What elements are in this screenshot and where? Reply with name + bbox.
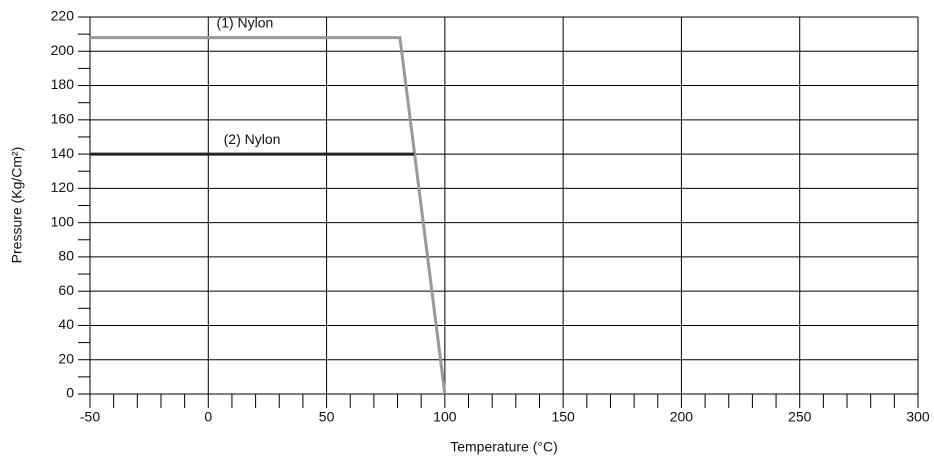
x-tick-label: 50 bbox=[319, 409, 335, 425]
y-tick-label: 0 bbox=[66, 385, 74, 401]
x-tick-label: 150 bbox=[551, 409, 575, 425]
x-tick-label: 200 bbox=[670, 409, 694, 425]
series-label: (2) Nylon bbox=[224, 131, 281, 147]
y-tick-label: 120 bbox=[51, 179, 75, 195]
x-tick-label: 0 bbox=[204, 409, 212, 425]
x-axis-title: Temperature (°C) bbox=[450, 439, 558, 455]
y-tick-label: 20 bbox=[58, 350, 74, 366]
series-line bbox=[90, 36, 447, 395]
y-tick-label: 100 bbox=[51, 213, 75, 229]
series-label: (1) Nylon bbox=[217, 14, 274, 30]
y-tick-label: 160 bbox=[51, 111, 75, 127]
y-axis-title: Pressure (Kg/Cm²) bbox=[9, 147, 25, 264]
x-tick-label: 250 bbox=[788, 409, 812, 425]
y-tick-label: 80 bbox=[58, 248, 74, 264]
x-tick-label: 100 bbox=[433, 409, 457, 425]
y-tick-label: 40 bbox=[58, 316, 74, 332]
y-tick-label: 140 bbox=[51, 145, 75, 161]
x-tick-label: 300 bbox=[906, 409, 930, 425]
x-tick-label: -50 bbox=[80, 409, 100, 425]
y-tick-label: 180 bbox=[51, 76, 75, 92]
y-tick-label: 220 bbox=[51, 8, 75, 24]
y-tick-label: 60 bbox=[58, 282, 74, 298]
y-tick-label: 200 bbox=[51, 42, 75, 58]
